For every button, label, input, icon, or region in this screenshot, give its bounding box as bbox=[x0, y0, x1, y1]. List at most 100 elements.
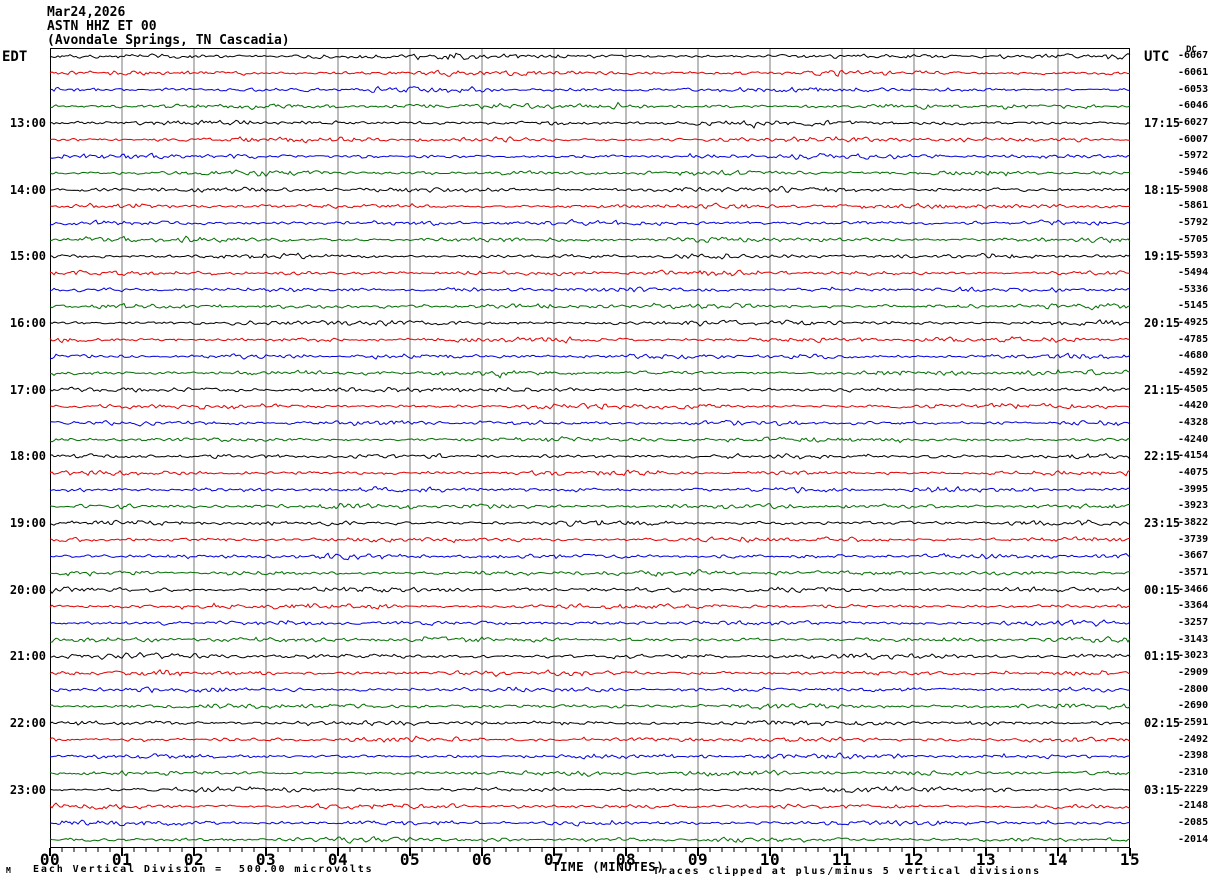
x-tick-label: 15 bbox=[1119, 850, 1141, 869]
x-tick-label: 03 bbox=[255, 850, 277, 869]
x-tick-label: 01 bbox=[111, 850, 133, 869]
seismogram-trace bbox=[49, 169, 1131, 178]
seismogram-trace bbox=[49, 668, 1131, 678]
utc-hour-label: 19:15 bbox=[1144, 249, 1181, 264]
dc-offset-value: -5946 bbox=[1178, 167, 1209, 178]
seismogram-trace bbox=[49, 702, 1131, 710]
seismogram-trace bbox=[49, 602, 1131, 610]
x-axis-title: TIME (MINUTES) bbox=[552, 859, 665, 874]
seismogram-trace bbox=[49, 419, 1131, 427]
dc-offset-value: -2148 bbox=[1178, 800, 1209, 812]
x-tick-label: 05 bbox=[399, 850, 421, 869]
dc-offset-value: -4680 bbox=[1178, 350, 1209, 362]
edt-hour-label: 15:00 bbox=[9, 249, 46, 264]
right-timezone-header: UTC bbox=[1144, 49, 1170, 65]
edt-hour-label: 17:00 bbox=[9, 382, 46, 397]
dc-offset-value: -3466 bbox=[1178, 583, 1209, 595]
utc-hour-label: 22:15 bbox=[1144, 449, 1181, 464]
dc-offset-value: -2229 bbox=[1178, 783, 1209, 795]
seismogram-trace bbox=[49, 452, 1131, 460]
dc-offset-value: -2085 bbox=[1178, 817, 1209, 828]
utc-hour-label: 01:15 bbox=[1144, 649, 1181, 664]
edt-hour-label: 18:00 bbox=[9, 449, 46, 464]
utc-hour-label: 21:15 bbox=[1144, 382, 1181, 397]
seismogram-trace bbox=[49, 636, 1131, 643]
dc-offset-value: -4075 bbox=[1178, 467, 1209, 478]
edt-hour-label: 21:00 bbox=[9, 649, 46, 664]
x-tick-label: 13 bbox=[975, 850, 997, 869]
seismogram-trace bbox=[49, 135, 1131, 144]
dc-offset-value: -3822 bbox=[1178, 517, 1209, 528]
dc-offset-value: -2909 bbox=[1178, 667, 1209, 678]
dc-offset-value: -3257 bbox=[1178, 617, 1209, 628]
dc-offset-value: -3023 bbox=[1178, 650, 1209, 662]
seismogram-trace bbox=[49, 802, 1131, 810]
seismogram-trace bbox=[49, 119, 1131, 129]
utc-hour-label: 00:15 bbox=[1144, 582, 1181, 597]
dc-offset-header: DC bbox=[1186, 45, 1197, 55]
utc-hour-label: 20:15 bbox=[1144, 316, 1181, 330]
watermark-mark: M bbox=[6, 866, 11, 875]
seismogram-trace bbox=[49, 435, 1131, 444]
edt-hour-label: 16:00 bbox=[9, 316, 46, 330]
x-tick-label: 07 bbox=[543, 850, 565, 869]
x-tick-label: 00 bbox=[39, 850, 61, 869]
edt-hour-label: 19:00 bbox=[9, 516, 46, 530]
seismogram-trace bbox=[49, 569, 1130, 578]
dc-offset-value: -3667 bbox=[1178, 550, 1209, 562]
dc-offset-value: -3364 bbox=[1178, 600, 1209, 612]
seismogram-trace bbox=[49, 469, 1131, 477]
seismogram-trace bbox=[49, 402, 1131, 410]
dc-offset-value: -3923 bbox=[1178, 500, 1209, 512]
dc-offset-value: -5593 bbox=[1178, 250, 1209, 262]
dc-offset-value: -5861 bbox=[1178, 200, 1209, 212]
dc-offset-value: -2398 bbox=[1178, 750, 1209, 762]
seismogram-trace bbox=[49, 69, 1131, 77]
dc-offset-value: -5705 bbox=[1178, 233, 1209, 245]
x-tick-label: 08 bbox=[615, 850, 637, 869]
seismogram-trace bbox=[49, 368, 1131, 379]
seismogram-trace bbox=[49, 586, 1131, 595]
dc-offset-value: -6061 bbox=[1178, 67, 1209, 78]
dc-offset-value: -4240 bbox=[1178, 433, 1209, 445]
x-tick-label: 04 bbox=[327, 850, 349, 869]
seismogram-trace bbox=[49, 536, 1131, 544]
dc-offset-value: -5792 bbox=[1178, 217, 1209, 228]
dc-offset-value: -4505 bbox=[1178, 383, 1209, 395]
seismogram-trace bbox=[49, 202, 1130, 210]
left-timezone-header: EDT bbox=[2, 49, 28, 65]
x-tick-label: 10 bbox=[759, 850, 781, 869]
seismogram-trace bbox=[49, 769, 1131, 777]
seismogram-trace bbox=[49, 386, 1131, 393]
seismogram-trace bbox=[49, 252, 1131, 260]
x-tick-label: 02 bbox=[183, 850, 205, 869]
seismogram-trace bbox=[49, 735, 1131, 743]
seismogram-trace bbox=[49, 101, 1131, 111]
plot-border bbox=[50, 48, 1130, 848]
edt-hour-label: 14:00 bbox=[9, 182, 46, 197]
dc-offset-value: -4420 bbox=[1178, 400, 1209, 412]
edt-hour-label: 20:00 bbox=[9, 582, 46, 597]
seismogram-trace bbox=[49, 651, 1131, 661]
utc-hour-label: 17:15 bbox=[1144, 116, 1181, 130]
dc-offset-value: -4154 bbox=[1178, 450, 1209, 462]
edt-hour-label: 23:00 bbox=[9, 782, 46, 797]
dc-offset-value: -6046 bbox=[1178, 100, 1209, 112]
seismogram-trace bbox=[49, 519, 1131, 527]
dc-offset-value: -3739 bbox=[1178, 533, 1209, 545]
dc-offset-value: -2310 bbox=[1178, 767, 1209, 778]
seismogram-trace bbox=[49, 785, 1131, 794]
seismogram-trace bbox=[49, 819, 1131, 827]
seismogram-trace bbox=[49, 485, 1131, 494]
x-tick-label: 14 bbox=[1047, 850, 1069, 869]
dc-offset-value: -5494 bbox=[1178, 267, 1209, 278]
dc-offset-value: -3995 bbox=[1178, 483, 1209, 495]
dc-offset-value: -2690 bbox=[1178, 700, 1209, 712]
edt-hour-label: 13:00 bbox=[9, 116, 46, 130]
utc-hour-label: 02:15 bbox=[1144, 716, 1181, 730]
clip-note: Traces clipped at plus/minus 5 vertical … bbox=[653, 866, 1042, 877]
seismogram-trace bbox=[49, 719, 1131, 727]
seismogram-trace bbox=[49, 552, 1131, 561]
